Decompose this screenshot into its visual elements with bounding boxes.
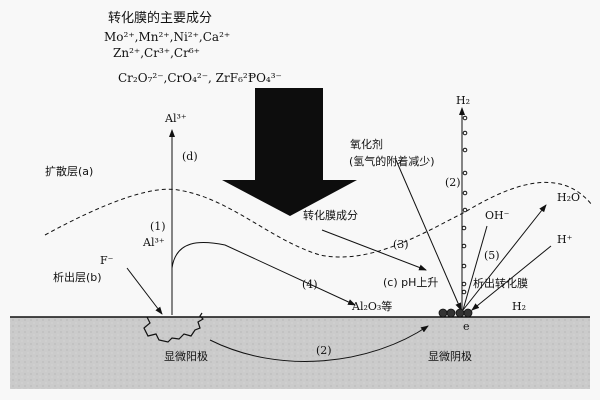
electron-flow-arrow bbox=[209, 325, 429, 362]
ph-rise-label: (c) pH上升 bbox=[383, 276, 438, 289]
oxidant-note: (氢气的附着减少) bbox=[349, 154, 435, 168]
step-1-label: (1) bbox=[150, 220, 166, 233]
step-5-label: (5) bbox=[484, 249, 500, 262]
step-d-label: (d) bbox=[182, 150, 198, 163]
diagram-title: 转化膜的主要成分 bbox=[108, 10, 212, 26]
film-component-arrow bbox=[321, 229, 427, 271]
step-3-label: (3) bbox=[393, 238, 409, 251]
precipitated-film-particles bbox=[438, 308, 473, 318]
step-2-bottom-label: (2) bbox=[316, 344, 332, 357]
proton-arrow bbox=[471, 245, 552, 311]
cations-line-1: Mo²⁺,Mn²⁺,Ni²⁺,Ca²⁺ bbox=[104, 30, 230, 44]
water-label: H₂O bbox=[557, 191, 580, 204]
diffusion-layer-boundary bbox=[44, 181, 593, 258]
alumina-formation-arrow bbox=[171, 242, 356, 306]
water-arrow bbox=[462, 204, 547, 311]
al-top-label: Al³⁺ bbox=[164, 112, 187, 125]
diffusion-layer-label: 扩散层(a) bbox=[45, 164, 93, 178]
hydroxide-line bbox=[462, 225, 488, 311]
oxidant-label: 氧化剂 bbox=[350, 137, 383, 151]
cations-line-2: Zn²⁺,Cr³⁺,Cr⁶⁺ bbox=[113, 46, 200, 60]
precipitation-layer-label: 析出层(b) bbox=[53, 270, 102, 284]
anode-pit bbox=[143, 312, 204, 343]
h2-top-label: H₂ bbox=[456, 94, 470, 107]
oxidant-arrow bbox=[395, 159, 462, 311]
film-component-label: 转化膜成分 bbox=[303, 208, 358, 222]
proton-label: H⁺ bbox=[557, 233, 573, 246]
cathode-label: 显微阴极 bbox=[428, 349, 472, 363]
anions-line: Cr₂O₇²⁻,CrO₄²⁻, ZrF₆²⁻ bbox=[118, 71, 254, 85]
hydroxide-label: OH⁻ bbox=[485, 209, 510, 222]
hydrogen-bubbles bbox=[461, 115, 468, 295]
alumina-label: Al₂O₃等 bbox=[351, 299, 392, 313]
phosphate-label: PO₄³⁻ bbox=[248, 71, 282, 85]
fluoride-arrow bbox=[126, 267, 163, 315]
anode-label: 显微阳极 bbox=[164, 349, 208, 363]
film-formation-arrow bbox=[222, 88, 357, 216]
step-4-label: (4) bbox=[302, 278, 318, 291]
fluoride-label: F⁻ bbox=[100, 254, 114, 267]
precipitate-film-label: 析出转化膜 bbox=[473, 276, 528, 290]
electron-label: e bbox=[463, 320, 470, 333]
metal-substrate bbox=[10, 317, 590, 389]
al-mid-label: Al³⁺ bbox=[142, 236, 165, 249]
step-2-side-label: (2) bbox=[445, 176, 461, 189]
h2-right-label: H₂ bbox=[512, 300, 526, 313]
